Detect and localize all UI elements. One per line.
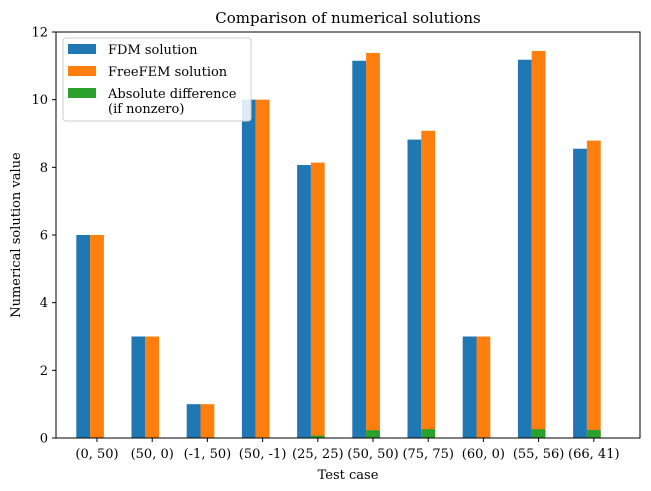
x-tick-label: (0, 50) bbox=[75, 447, 118, 462]
bar-series0-6 bbox=[407, 139, 422, 438]
x-tick-label: (55, 56) bbox=[513, 447, 565, 462]
bar-series1-1 bbox=[145, 336, 160, 438]
bar-series0-7 bbox=[462, 336, 477, 438]
y-axis-ticks: 0 2 4 6 8 10 12 bbox=[31, 26, 56, 447]
x-tick-label: (66, 41) bbox=[568, 447, 620, 462]
bar-series2-4 bbox=[310, 435, 325, 438]
x-tick-label: (50, 50) bbox=[347, 447, 399, 462]
x-tick-label: (50, 0) bbox=[131, 447, 174, 462]
y-axis-label: Numerical solution value bbox=[9, 152, 24, 318]
y-tick-label: 6 bbox=[40, 229, 48, 244]
bar-series1-0 bbox=[90, 235, 104, 438]
bar-series0-3 bbox=[241, 99, 256, 439]
x-tick-label: (-1, 50) bbox=[184, 447, 232, 462]
bar-series1-7 bbox=[476, 336, 491, 438]
y-tick-label: 8 bbox=[40, 161, 48, 176]
bar-series1-4 bbox=[310, 162, 325, 438]
legend-swatch-0 bbox=[68, 44, 96, 54]
bar-series0-0 bbox=[76, 235, 91, 438]
bar-series2-5 bbox=[366, 430, 380, 438]
legend-swatch-1 bbox=[68, 66, 96, 76]
bar-series1-6 bbox=[421, 130, 436, 439]
y-tick-label: 12 bbox=[31, 26, 48, 41]
bar-series1-3 bbox=[255, 99, 270, 439]
bar-series0-9 bbox=[573, 148, 587, 438]
bar-series0-1 bbox=[131, 336, 146, 438]
chart-title: Comparison of numerical solutions bbox=[215, 9, 480, 27]
y-tick-label: 0 bbox=[40, 432, 48, 447]
bars-group bbox=[76, 50, 601, 439]
y-tick-label: 2 bbox=[40, 364, 48, 379]
bar-series0-5 bbox=[352, 60, 367, 438]
bar-series2-6 bbox=[421, 429, 436, 438]
legend-label-0: FDM solution bbox=[108, 43, 198, 58]
plot-frame bbox=[55, 31, 641, 439]
legend-box bbox=[62, 37, 252, 122]
bar-series1-9 bbox=[586, 140, 601, 439]
y-tick-label: 10 bbox=[31, 93, 48, 108]
legend-label-1: FreeFEM solution bbox=[108, 65, 228, 80]
bar-series1-8 bbox=[531, 50, 546, 438]
legend-label-2: Absolute difference (if nonzero) bbox=[107, 87, 237, 117]
bar-series0-4 bbox=[297, 164, 311, 438]
bar-series2-9 bbox=[586, 429, 601, 438]
x-tick-label: (75, 75) bbox=[402, 447, 454, 462]
bar-series1-5 bbox=[366, 52, 380, 438]
y-tick-label: 4 bbox=[40, 296, 48, 311]
x-axis-label: Test case bbox=[318, 468, 379, 483]
bar-series0-2 bbox=[186, 404, 201, 438]
x-tick-label: (25, 25) bbox=[292, 447, 344, 462]
bar-series1-2 bbox=[200, 404, 215, 438]
legend-swatch-2 bbox=[68, 88, 96, 98]
bar-series2-8 bbox=[531, 429, 546, 438]
x-tick-label: (60, 0) bbox=[462, 447, 505, 462]
x-tick-label: (50, -1) bbox=[239, 447, 287, 462]
bar-series0-8 bbox=[517, 59, 532, 439]
x-axis-ticks: (0, 50) (50, 0) (-1, 50) (50, -1) (25, 25) (5… bbox=[75, 438, 620, 462]
legend: FDM solution FreeFEM solution Absolute dif… bbox=[62, 37, 252, 122]
